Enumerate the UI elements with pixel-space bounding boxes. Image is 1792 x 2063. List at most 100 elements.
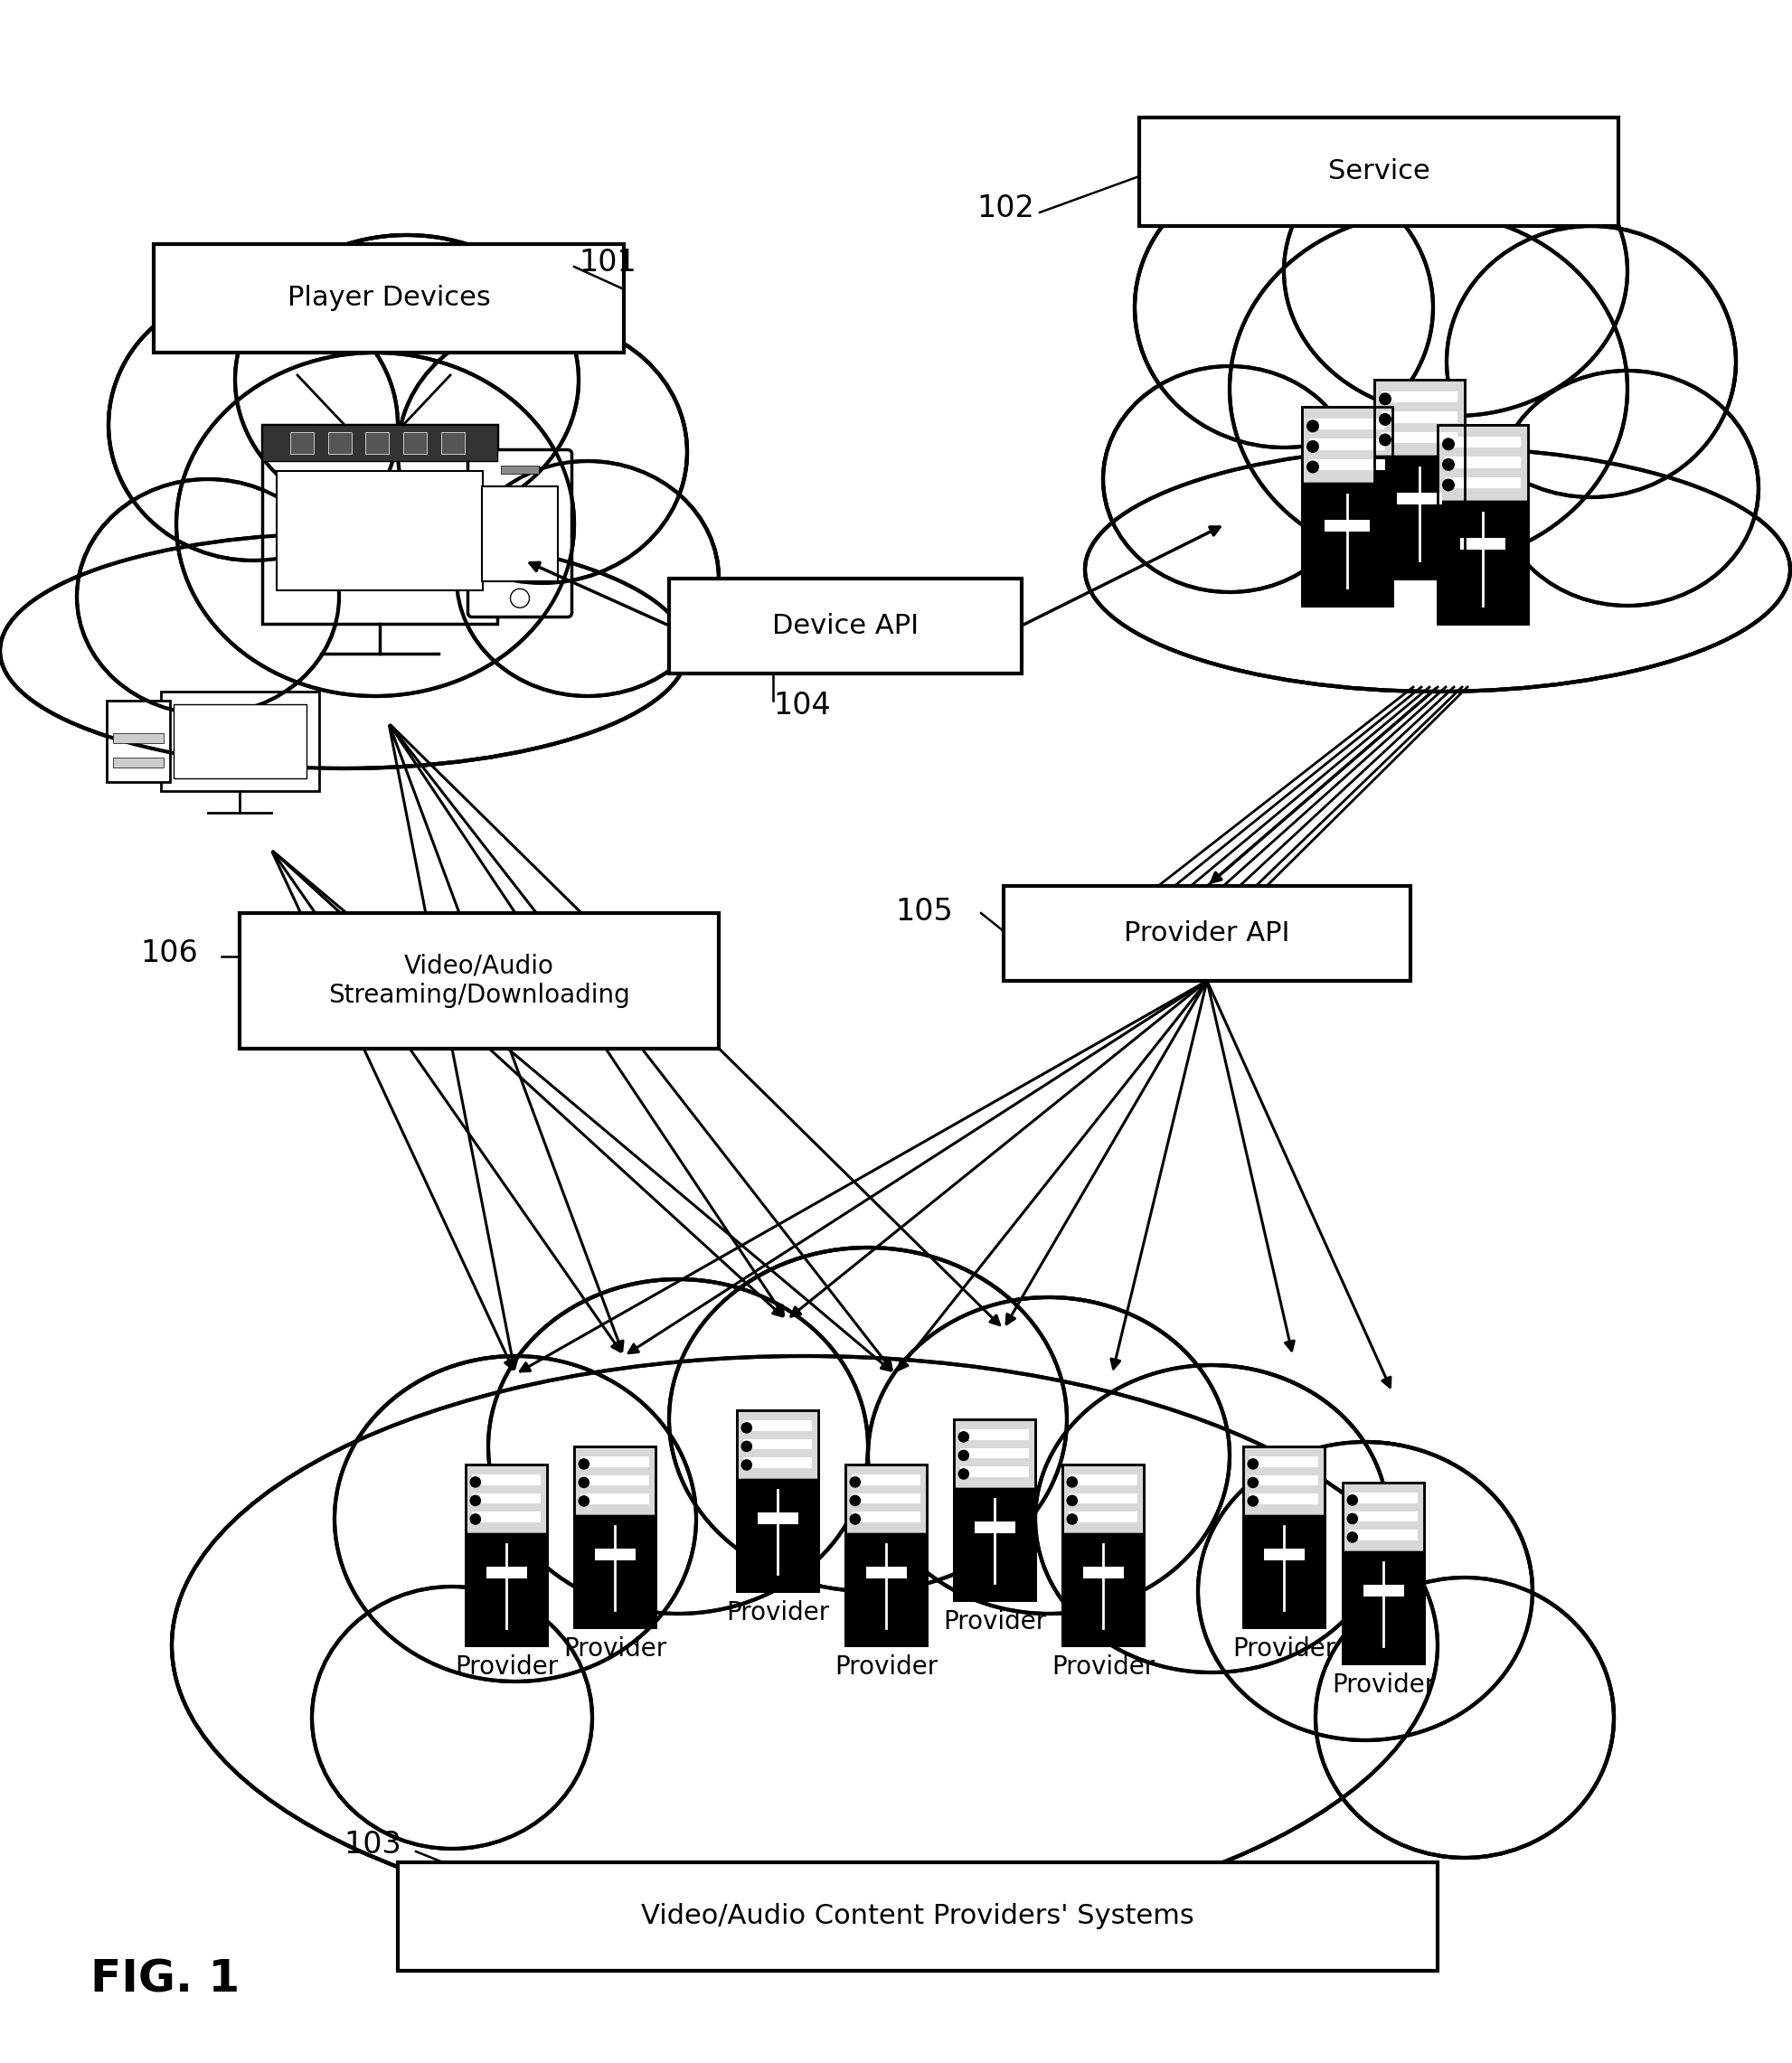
Text: Provider: Provider: [1331, 1673, 1435, 1698]
Ellipse shape: [1233, 215, 1625, 563]
Bar: [737, 1411, 819, 1479]
Bar: [113, 757, 163, 767]
Ellipse shape: [1084, 448, 1790, 691]
Bar: [953, 1419, 1036, 1487]
Bar: [846, 1465, 926, 1533]
Circle shape: [740, 1459, 753, 1471]
Bar: [482, 487, 557, 582]
Circle shape: [1247, 1496, 1258, 1506]
Bar: [1068, 1494, 1138, 1504]
Ellipse shape: [867, 1298, 1229, 1613]
Ellipse shape: [1446, 227, 1736, 497]
Text: Video/Audio
Streaming/Downloading: Video/Audio Streaming/Downloading: [328, 953, 631, 1009]
FancyBboxPatch shape: [398, 1863, 1437, 1970]
Ellipse shape: [77, 479, 339, 714]
Ellipse shape: [1229, 212, 1627, 565]
Ellipse shape: [1138, 169, 1430, 446]
Bar: [276, 470, 484, 590]
Bar: [866, 1568, 907, 1578]
Bar: [1349, 1512, 1417, 1522]
Bar: [1364, 1584, 1403, 1597]
Ellipse shape: [1106, 369, 1353, 590]
Bar: [1444, 477, 1521, 489]
Bar: [471, 1475, 541, 1485]
Circle shape: [1066, 1496, 1077, 1506]
Ellipse shape: [176, 353, 573, 695]
Ellipse shape: [1319, 1580, 1611, 1855]
Circle shape: [849, 1477, 860, 1487]
Bar: [1342, 1483, 1425, 1551]
Bar: [595, 1549, 634, 1560]
FancyBboxPatch shape: [737, 1411, 819, 1591]
Circle shape: [579, 1459, 590, 1469]
Text: 103: 103: [344, 1830, 401, 1859]
Bar: [846, 1533, 926, 1646]
Bar: [1398, 493, 1443, 505]
Circle shape: [1306, 460, 1319, 472]
Bar: [441, 431, 464, 454]
Text: Provider API: Provider API: [1124, 920, 1290, 947]
Ellipse shape: [4, 536, 685, 765]
Bar: [573, 1446, 656, 1514]
FancyBboxPatch shape: [1140, 118, 1618, 227]
Text: Video/Audio Content Providers' Systems: Video/Audio Content Providers' Systems: [642, 1904, 1193, 1929]
Bar: [113, 732, 163, 743]
Circle shape: [470, 1514, 480, 1525]
FancyBboxPatch shape: [1063, 1465, 1143, 1646]
Bar: [1063, 1533, 1143, 1646]
FancyBboxPatch shape: [846, 1465, 926, 1646]
Circle shape: [740, 1440, 753, 1452]
Ellipse shape: [871, 1300, 1228, 1611]
Text: FIG. 1: FIG. 1: [90, 1958, 240, 2001]
Text: Provider: Provider: [726, 1601, 830, 1626]
Text: 101: 101: [579, 248, 636, 276]
Ellipse shape: [111, 293, 394, 557]
Bar: [1068, 1475, 1138, 1485]
Bar: [290, 431, 314, 454]
Bar: [1244, 1446, 1324, 1514]
Text: Provider: Provider: [1233, 1636, 1335, 1661]
FancyBboxPatch shape: [468, 450, 572, 617]
Ellipse shape: [1315, 1578, 1615, 1859]
FancyBboxPatch shape: [161, 691, 319, 790]
Bar: [466, 1465, 547, 1533]
FancyBboxPatch shape: [1303, 406, 1392, 607]
Bar: [1382, 392, 1457, 402]
Ellipse shape: [315, 1589, 590, 1846]
Text: Provider: Provider: [563, 1636, 667, 1661]
Circle shape: [1443, 437, 1455, 450]
Ellipse shape: [238, 237, 575, 522]
FancyBboxPatch shape: [1342, 1483, 1425, 1663]
Text: 102: 102: [977, 194, 1034, 223]
Circle shape: [1066, 1514, 1077, 1525]
Bar: [1374, 380, 1464, 456]
Text: Provider: Provider: [835, 1655, 937, 1679]
Circle shape: [740, 1421, 753, 1434]
Ellipse shape: [312, 1586, 591, 1848]
Circle shape: [1348, 1531, 1358, 1543]
Text: Provider: Provider: [1052, 1655, 1154, 1679]
Ellipse shape: [174, 1360, 1435, 1931]
Bar: [581, 1475, 649, 1485]
Bar: [744, 1421, 812, 1432]
Circle shape: [849, 1514, 860, 1525]
Bar: [403, 431, 426, 454]
Bar: [961, 1430, 1029, 1440]
Bar: [1249, 1475, 1319, 1485]
Circle shape: [1247, 1459, 1258, 1469]
FancyBboxPatch shape: [1374, 380, 1464, 578]
Bar: [573, 1514, 656, 1628]
Bar: [328, 431, 351, 454]
Ellipse shape: [672, 1250, 1064, 1589]
Circle shape: [470, 1477, 480, 1487]
Bar: [758, 1512, 797, 1525]
Bar: [975, 1522, 1014, 1533]
Bar: [1303, 406, 1392, 483]
Bar: [961, 1467, 1029, 1477]
Ellipse shape: [487, 1279, 867, 1613]
Bar: [1303, 483, 1392, 607]
Ellipse shape: [172, 1355, 1437, 1935]
Bar: [1063, 1465, 1143, 1533]
FancyBboxPatch shape: [466, 1465, 547, 1646]
Bar: [1349, 1531, 1417, 1541]
